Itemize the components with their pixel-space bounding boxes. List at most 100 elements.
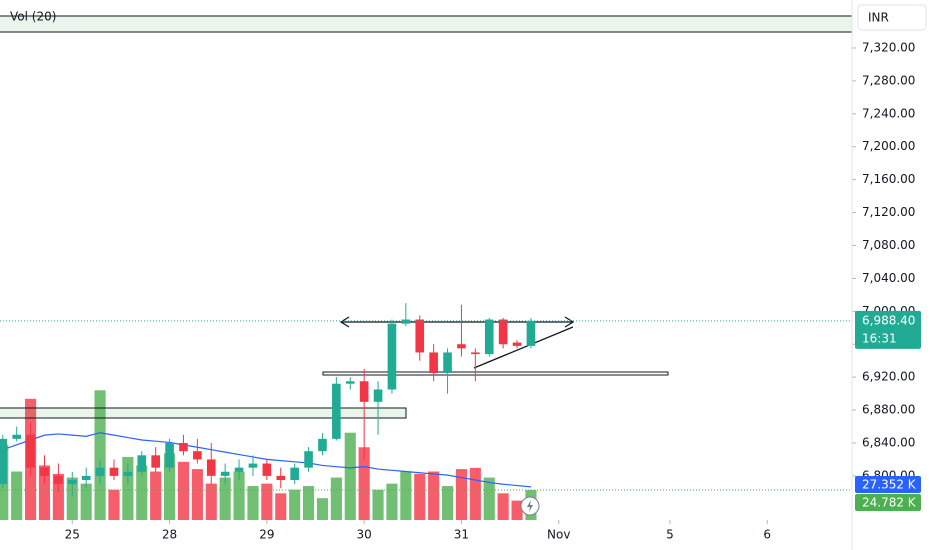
drawings xyxy=(0,15,853,419)
volume-bar xyxy=(330,477,342,520)
volume-bar xyxy=(497,493,509,520)
candle-body xyxy=(248,463,258,468)
volume-bar xyxy=(247,486,259,520)
candle-body xyxy=(137,455,147,472)
candle-body xyxy=(443,352,452,374)
volume-bar xyxy=(511,500,523,520)
volume-bar xyxy=(372,489,384,520)
y-tick-label: 7,040.00 xyxy=(862,271,915,285)
candle-body xyxy=(471,352,480,355)
candle-body xyxy=(415,319,425,353)
volume-bar xyxy=(275,493,287,520)
volume-bar xyxy=(386,483,398,520)
volume-bar xyxy=(205,483,217,520)
candle-body xyxy=(81,475,91,481)
y-tick-label: 7,160.00 xyxy=(862,172,915,186)
volume-bar xyxy=(469,467,481,520)
candle-body xyxy=(40,467,49,476)
candle-body xyxy=(262,463,272,476)
candle-body xyxy=(304,451,313,468)
volume-bar xyxy=(150,471,162,520)
volume-bar xyxy=(94,390,106,520)
volume-bar xyxy=(38,465,51,520)
x-tick-label: Nov xyxy=(547,528,570,542)
zone-rectangle xyxy=(322,371,669,376)
y-tick-label: 7,120.00 xyxy=(862,205,915,219)
volume-ma-line xyxy=(2,432,531,488)
candle-body xyxy=(206,459,216,476)
candle-body xyxy=(401,319,411,324)
volume-bar xyxy=(428,471,440,520)
volume-bar xyxy=(136,465,148,520)
candle-body xyxy=(290,467,299,481)
candle-body xyxy=(151,455,160,468)
candle-body xyxy=(26,434,35,468)
y-tick-label: 7,080.00 xyxy=(862,238,915,252)
trend-line xyxy=(473,326,574,369)
candle-body xyxy=(109,467,119,476)
currency: INR xyxy=(868,11,889,25)
volume-bar xyxy=(191,469,203,520)
candle-body xyxy=(332,383,341,439)
y-tick-label: 7,280.00 xyxy=(862,73,915,87)
candle-body xyxy=(67,480,77,485)
candle-body xyxy=(0,438,8,485)
volume-bar xyxy=(233,471,245,520)
countdown: 16:31 xyxy=(862,331,897,345)
y-tick-label: 6,920.00 xyxy=(862,370,915,384)
volume-bar xyxy=(400,471,412,520)
volume-label: 24.782 K xyxy=(862,496,917,510)
volume-bar xyxy=(289,489,301,520)
volume-bar xyxy=(219,477,231,520)
volume-bar xyxy=(80,483,92,520)
lightning-bolt xyxy=(527,500,533,512)
candle-body xyxy=(193,451,202,460)
candle-body xyxy=(345,381,355,384)
volume-bar xyxy=(455,469,468,520)
ma-label-box xyxy=(855,476,921,493)
candle-body xyxy=(179,442,188,452)
y-tick-label: 6,880.00 xyxy=(862,403,915,417)
zone-rectangle xyxy=(0,15,853,33)
volume-bar xyxy=(108,489,120,520)
volume-bar xyxy=(164,453,176,520)
y-tick-label: 6,840.00 xyxy=(862,435,915,449)
volume-bar xyxy=(358,447,370,520)
candle-body xyxy=(123,471,133,476)
x-tick-label: 25 xyxy=(65,528,80,542)
last-price-box xyxy=(855,310,921,349)
y-tick-label: 7,200.00 xyxy=(862,139,915,153)
volume-label-box xyxy=(855,494,921,511)
x-tick-label: 31 xyxy=(454,528,469,542)
candle-body xyxy=(512,342,522,346)
volume-bar xyxy=(441,486,454,520)
x-tick-label: 5 xyxy=(666,528,674,542)
currency-box[interactable] xyxy=(857,4,927,31)
candle-body xyxy=(373,389,383,402)
candle-body xyxy=(359,381,369,402)
volume-bar xyxy=(414,473,426,520)
x-tick-label: 28 xyxy=(162,528,177,542)
zone-rectangle xyxy=(0,407,407,419)
arrow-heads xyxy=(339,316,575,328)
candle-body xyxy=(12,434,21,439)
candle-body xyxy=(526,320,536,346)
candle-body xyxy=(484,319,494,355)
candle-body xyxy=(165,442,174,468)
last-price-label: 6,988.40 xyxy=(862,313,915,327)
indicator-label: Vol (20) xyxy=(10,10,56,24)
volume-bar xyxy=(316,498,329,520)
candle-body xyxy=(429,352,438,374)
candle-body xyxy=(234,467,244,472)
candle-body xyxy=(276,475,286,481)
x-tick-label: 29 xyxy=(259,528,274,542)
candle-body xyxy=(220,471,230,476)
volume-bar xyxy=(483,477,495,520)
candle-body xyxy=(387,323,397,390)
volume-bar xyxy=(344,432,356,520)
volume-bar xyxy=(122,456,134,520)
candle-body xyxy=(457,344,466,349)
candle-body xyxy=(498,319,508,345)
volume-bar xyxy=(177,461,190,520)
